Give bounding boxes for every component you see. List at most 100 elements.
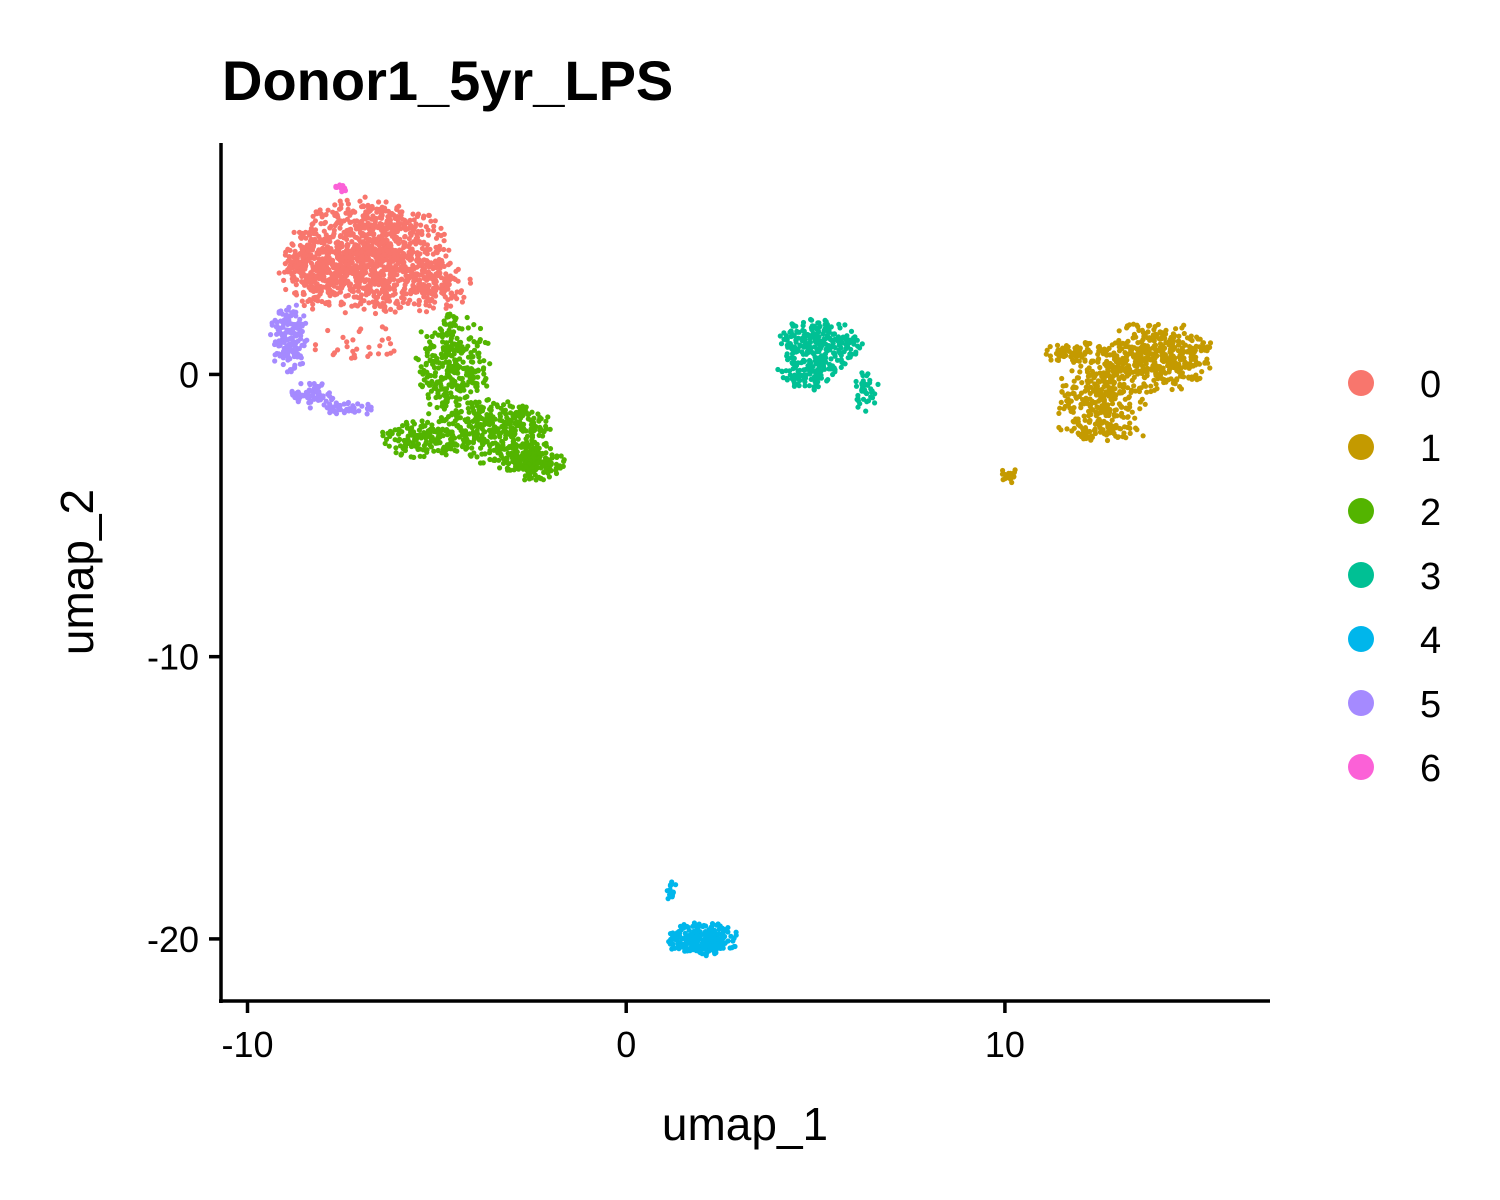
scatter-point	[325, 300, 331, 306]
scatter-point	[346, 227, 352, 233]
scatter-point	[535, 411, 541, 417]
scatter-point	[406, 236, 412, 242]
scatter-point	[463, 419, 470, 425]
scatter-point	[480, 367, 486, 373]
scatter-point	[407, 224, 413, 230]
scatter-point	[381, 252, 387, 258]
scatter-point	[364, 411, 370, 417]
scatter-point	[449, 429, 455, 435]
scatter-point	[430, 305, 436, 311]
scatter-point	[387, 212, 393, 218]
scatter-point	[703, 951, 710, 957]
scatter-point	[308, 399, 314, 405]
scatter-point	[425, 232, 431, 238]
scatter-point	[430, 426, 436, 432]
scatter-point	[790, 360, 796, 367]
scatter-point	[467, 280, 474, 286]
scatter-point	[864, 399, 870, 405]
scatter-point	[457, 346, 463, 352]
scatter-point	[393, 300, 399, 306]
scatter-point	[1065, 391, 1071, 397]
scatter-point	[1133, 425, 1139, 431]
scatter-point	[290, 342, 296, 348]
scatter-point	[358, 249, 364, 255]
scatter-point	[311, 242, 317, 248]
scatter-point	[438, 286, 444, 292]
scatter-point	[868, 394, 874, 400]
scatter-point	[1114, 413, 1120, 419]
scatter-point	[376, 199, 382, 205]
scatter-point	[343, 273, 349, 279]
scatter-point	[323, 249, 329, 256]
scatter-point	[312, 273, 319, 279]
scatter-point	[842, 322, 848, 328]
scatter-point	[356, 328, 362, 335]
scatter-point	[458, 288, 464, 294]
scatter-point	[376, 249, 382, 255]
scatter-point	[394, 234, 400, 240]
scatter-point	[784, 377, 790, 383]
scatter-point	[392, 215, 398, 221]
scatter-point	[485, 397, 491, 403]
y-tick-label: 0	[179, 354, 199, 395]
scatter-point	[381, 283, 387, 289]
scatter-point	[480, 380, 487, 386]
scatter-point	[1207, 340, 1214, 346]
scatter-point	[303, 235, 309, 241]
scatter-point	[310, 301, 316, 307]
scatter-point	[319, 214, 325, 220]
scatter-point	[391, 256, 398, 262]
scatter-point	[1103, 363, 1110, 369]
scatter-point	[367, 250, 373, 256]
scatter-point	[356, 295, 362, 301]
scatter-point	[1144, 389, 1150, 395]
scatter-point	[358, 301, 364, 307]
scatter-point	[338, 302, 344, 308]
scatter-point	[332, 202, 338, 208]
scatter-point	[293, 349, 299, 356]
scatter-point	[295, 338, 301, 344]
scatter-point	[303, 263, 309, 269]
scatter-point	[317, 249, 323, 255]
scatter-point	[313, 388, 320, 394]
scatter-point	[1191, 375, 1197, 381]
scatter-point	[487, 417, 493, 423]
scatter-point	[852, 334, 858, 340]
scatter-point	[534, 460, 541, 466]
scatter-point	[1119, 346, 1125, 352]
scatter-point	[406, 244, 412, 250]
scatter-point	[554, 453, 560, 459]
scatter-point	[371, 251, 377, 257]
scatter-point	[377, 343, 383, 349]
scatter-point	[443, 305, 449, 311]
scatter-point	[299, 328, 305, 335]
scatter-point	[379, 239, 385, 245]
scatter-point	[1169, 341, 1175, 347]
scatter-point	[863, 408, 869, 414]
legend-label-3: 3	[1420, 556, 1441, 598]
scatter-point	[1181, 355, 1187, 361]
scatter-point	[1177, 352, 1183, 358]
scatter-point	[393, 450, 399, 456]
scatter-point	[404, 253, 410, 259]
scatter-point	[386, 336, 392, 342]
scatter-point	[1168, 352, 1174, 358]
scatter-point	[336, 407, 342, 413]
scatter-point	[1095, 351, 1101, 357]
scatter-point	[435, 390, 441, 397]
scatter-point	[1181, 374, 1187, 380]
scatter-point	[790, 322, 796, 328]
scatter-point	[315, 286, 321, 292]
scatter-point	[462, 395, 468, 401]
scatter-point	[719, 925, 725, 931]
scatter-point	[335, 347, 341, 353]
legend-swatch-5	[1348, 690, 1374, 716]
scatter-point	[1060, 383, 1066, 389]
scatter-point	[457, 396, 463, 402]
scatter-point	[384, 218, 390, 224]
scatter-point	[434, 428, 440, 435]
scatter-point	[285, 267, 291, 273]
scatter-point	[1176, 369, 1182, 375]
scatter-point	[667, 887, 673, 893]
scatter-point	[415, 239, 421, 245]
